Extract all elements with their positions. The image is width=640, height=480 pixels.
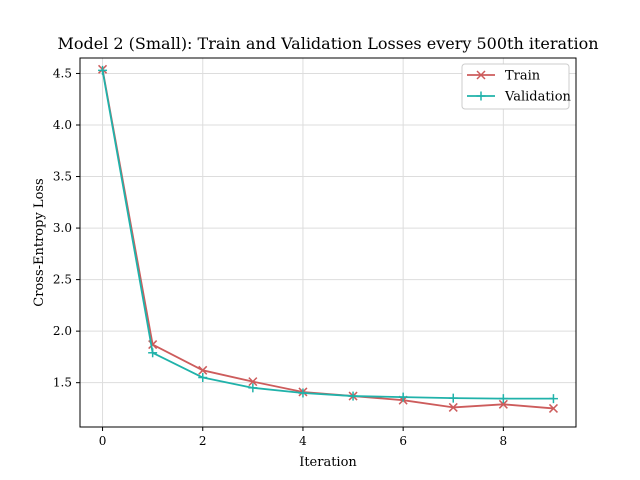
validation-data-point <box>448 393 458 403</box>
grid-layer <box>80 58 576 427</box>
y-tick-label: 4.5 <box>53 66 72 80</box>
x-tick-label: 6 <box>399 434 407 448</box>
y-tick-label: 4.0 <box>53 118 72 132</box>
legend-items: Train Validation <box>467 69 572 105</box>
validation-data-point <box>198 373 208 383</box>
chart-title: Model 2 (Small): Train and Validation Lo… <box>57 34 598 53</box>
train-series-line <box>101 69 554 410</box>
validation-data-point <box>398 392 408 402</box>
x-axis-label: Iteration <box>299 455 357 470</box>
legend-train-label: Train <box>505 69 541 84</box>
tick-layer: 0 2 4 6 8 1.5 2.0 2.5 3.0 3.5 4.0 4.5 <box>53 66 507 448</box>
validation-series-line <box>101 70 554 400</box>
x-tick-label: 8 <box>500 434 508 448</box>
x-tick-label: 2 <box>199 434 207 448</box>
y-tick-label: 2.0 <box>53 324 72 338</box>
legend: Train Validation <box>461 63 572 110</box>
legend-train-marker <box>476 70 486 80</box>
legend-validation-label: Validation <box>504 90 572 105</box>
y-tick-label: 3.5 <box>53 170 72 184</box>
plot-frame <box>79 57 577 428</box>
y-tick-label: 3.0 <box>53 221 72 235</box>
series-layer <box>98 64 558 413</box>
validation-data-point <box>98 65 108 75</box>
train-data-point <box>548 403 558 413</box>
legend-validation-marker <box>476 91 486 101</box>
validation-data-point <box>348 391 358 401</box>
validation-data-point <box>548 394 558 404</box>
validation-data-point <box>248 383 258 393</box>
validation-data-point <box>148 348 158 358</box>
x-tick-label: 0 <box>99 434 107 448</box>
y-tick-label: 2.5 <box>53 273 72 287</box>
y-axis-label: Cross-Entropy Loss <box>32 178 47 306</box>
y-tick-label: 1.5 <box>53 376 72 390</box>
train-data-point <box>498 399 508 409</box>
x-tick-label: 4 <box>299 434 307 448</box>
validation-data-point <box>498 394 508 404</box>
train-data-point <box>448 402 458 412</box>
validation-data-point <box>298 388 308 398</box>
train-data-point <box>198 365 208 375</box>
train-data-point <box>248 377 258 387</box>
